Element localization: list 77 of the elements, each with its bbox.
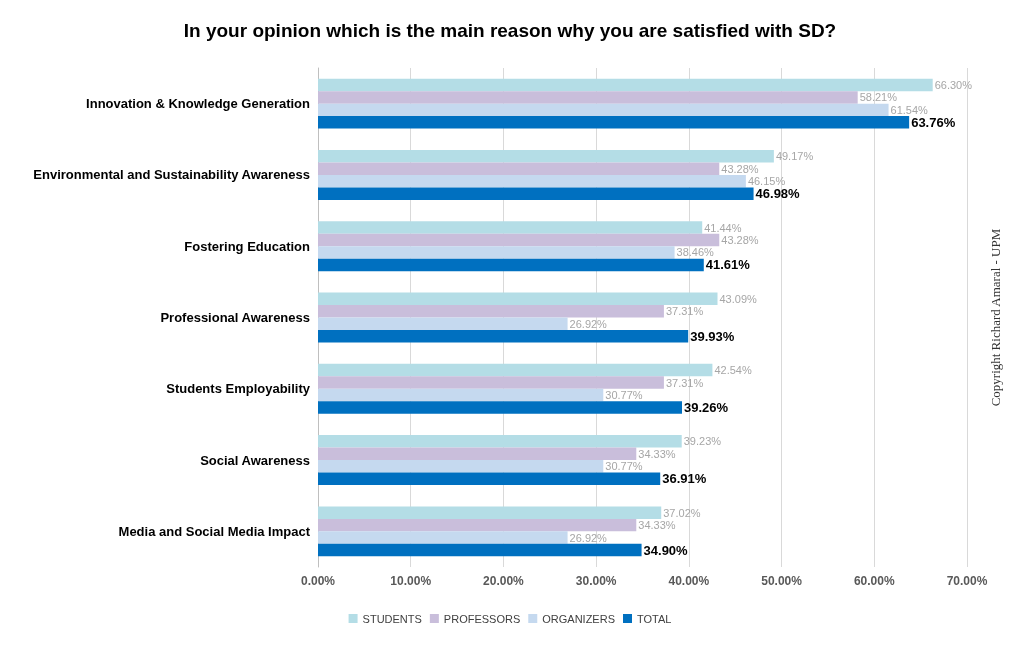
- data-label: 39.93%: [690, 328, 735, 344]
- bar: [318, 401, 682, 414]
- x-tick-label: 10.00%: [390, 574, 432, 588]
- bar: [318, 233, 720, 247]
- x-tick-label: 20.00%: [483, 574, 525, 588]
- bar: [318, 187, 754, 200]
- x-tick-label: 40.00%: [668, 574, 710, 588]
- y-tick-label: Media and Social Media Impact: [118, 523, 311, 539]
- data-label: 43.09%: [719, 292, 758, 305]
- bar: [318, 162, 720, 175]
- data-label: 41.44%: [704, 221, 742, 234]
- data-label: 38.46%: [676, 246, 715, 259]
- data-label: 43.28%: [721, 233, 759, 246]
- bar: [318, 376, 664, 389]
- bar: [318, 435, 682, 448]
- x-tick-label: 0.00%: [300, 574, 336, 588]
- bar: [318, 174, 746, 188]
- data-label: 41.61%: [705, 257, 751, 273]
- bar: [318, 388, 604, 402]
- data-label: 36.91%: [662, 471, 707, 487]
- x-tick-label: 70.00%: [946, 574, 988, 588]
- bar: [318, 292, 718, 306]
- data-label: 46.15%: [747, 175, 786, 188]
- data-label: 30.77%: [605, 460, 643, 473]
- x-tick-label: 30.00%: [575, 574, 617, 588]
- legend-label: PROFESSORS: [443, 612, 521, 625]
- bar: [318, 447, 637, 461]
- bar: [318, 221, 703, 234]
- bar: [318, 460, 604, 473]
- data-label: 58.21%: [859, 91, 898, 104]
- bar: [318, 78, 933, 92]
- y-tick-label: Innovation & Knowledge Generation: [86, 96, 311, 112]
- bar: [318, 472, 661, 486]
- legend-label: TOTAL: [636, 612, 672, 625]
- text: Copyright Richard Amaral - UPM: [988, 228, 1003, 407]
- bar: [318, 116, 910, 129]
- data-label: 37.31%: [665, 305, 704, 318]
- bar: [318, 518, 637, 532]
- y-tick-label: Social Awareness: [200, 452, 310, 468]
- y-tick-label: Environmental and Sustainability Awareness: [33, 167, 310, 183]
- bar: [318, 149, 774, 163]
- legend-label: ORGANIZERS: [542, 612, 615, 625]
- bar: [318, 531, 568, 544]
- data-label: 34.90%: [643, 542, 689, 558]
- data-label: 42.54%: [714, 364, 752, 377]
- data-label: 34.33%: [638, 519, 676, 532]
- data-label: 61.54%: [890, 103, 929, 116]
- data-label: 49.17%: [775, 150, 814, 163]
- bar: [318, 506, 662, 519]
- y-tick-label: Fostering Education: [184, 238, 311, 254]
- data-label: 63.76%: [911, 114, 956, 130]
- data-label: 46.98%: [755, 186, 801, 202]
- data-label: 39.23%: [683, 435, 722, 448]
- bar: [318, 317, 568, 330]
- data-label: 37.02%: [663, 506, 701, 519]
- y-tick-label: Professional Awareness: [160, 310, 310, 325]
- data-label: 26.92%: [569, 317, 608, 330]
- legend-label: STUDENTS: [362, 612, 422, 625]
- x-tick-label: 50.00%: [761, 574, 803, 588]
- data-label: 43.28%: [721, 162, 759, 175]
- bar: [318, 246, 675, 259]
- bar: [318, 363, 713, 377]
- data-label: 39.26%: [684, 400, 729, 415]
- y-tick-label: Students Employability: [166, 381, 311, 397]
- chart-title: In your opinion which is the main reason why you are satisfied with SD?: [183, 20, 837, 41]
- data-label: 34.33%: [638, 447, 676, 460]
- data-label: 37.31%: [665, 376, 704, 389]
- bar: [318, 103, 889, 117]
- data-label: 30.77%: [605, 389, 643, 402]
- bar: [318, 305, 664, 318]
- bar: [318, 91, 858, 104]
- x-tick-label: 60.00%: [853, 574, 895, 588]
- bar: [318, 258, 704, 272]
- data-label: 26.92%: [569, 531, 608, 544]
- data-label: 66.30%: [934, 78, 973, 91]
- bar: [318, 329, 689, 343]
- bar: [318, 543, 642, 557]
